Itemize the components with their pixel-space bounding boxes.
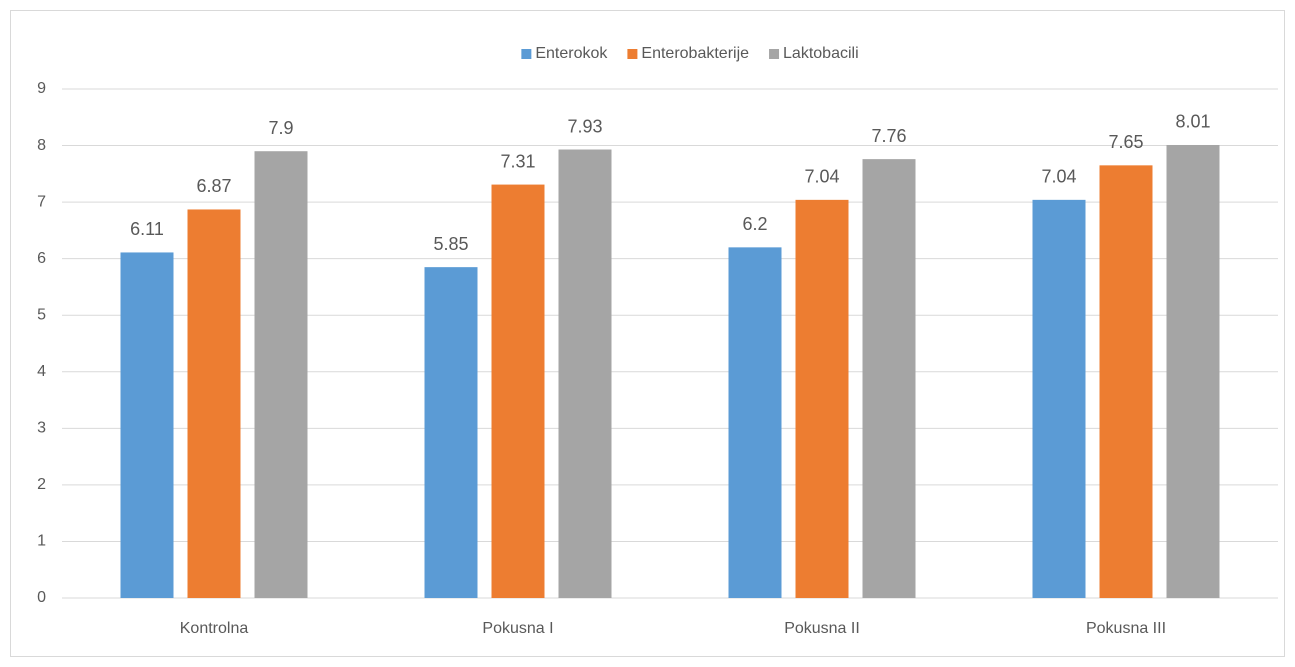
bar xyxy=(795,199,849,599)
legend-label: Enterobakterije xyxy=(641,45,749,62)
bar xyxy=(187,209,241,599)
data-label: 7.76 xyxy=(871,126,906,146)
bar xyxy=(1032,199,1086,599)
x-tick-label: Kontrolna xyxy=(180,620,249,637)
y-tick-label: 8 xyxy=(37,137,46,154)
data-label: 7.04 xyxy=(1041,167,1076,187)
bar xyxy=(1166,144,1220,599)
bar xyxy=(491,184,545,598)
x-tick-label: Pokusna III xyxy=(1086,620,1166,637)
bar xyxy=(728,247,782,598)
data-label: 8.01 xyxy=(1175,112,1210,132)
data-label: 7.31 xyxy=(500,151,535,171)
legend-label: Laktobacili xyxy=(783,45,859,62)
legend-swatch xyxy=(627,49,638,59)
y-tick-label: 1 xyxy=(37,533,46,550)
bar xyxy=(1099,165,1153,598)
data-label: 7.65 xyxy=(1108,132,1143,152)
data-label: 6.87 xyxy=(196,176,231,196)
bar xyxy=(254,151,308,598)
legend-swatch xyxy=(769,49,780,59)
data-label: 6.11 xyxy=(130,219,164,239)
bar xyxy=(120,252,174,598)
data-label: 5.85 xyxy=(433,234,468,254)
data-label: 7.93 xyxy=(567,116,602,136)
y-tick-label: 6 xyxy=(37,250,46,267)
bar xyxy=(424,267,478,598)
y-tick-label: 2 xyxy=(37,476,46,493)
bar xyxy=(862,159,916,598)
y-tick-label: 9 xyxy=(37,80,46,97)
y-tick-label: 5 xyxy=(37,306,46,323)
y-tick-label: 0 xyxy=(37,589,46,606)
x-tick-label: Pokusna II xyxy=(784,620,860,637)
bar xyxy=(558,149,612,598)
x-tick-label: Pokusna I xyxy=(482,620,553,637)
data-label: 7.04 xyxy=(804,167,839,187)
y-tick-label: 7 xyxy=(37,193,46,210)
legend-swatch xyxy=(521,49,532,59)
data-label: 7.9 xyxy=(268,118,293,138)
legend-label: Enterokok xyxy=(535,45,608,62)
data-label: 6.2 xyxy=(742,214,767,234)
y-tick-label: 4 xyxy=(37,363,46,380)
y-tick-label: 3 xyxy=(37,420,46,437)
